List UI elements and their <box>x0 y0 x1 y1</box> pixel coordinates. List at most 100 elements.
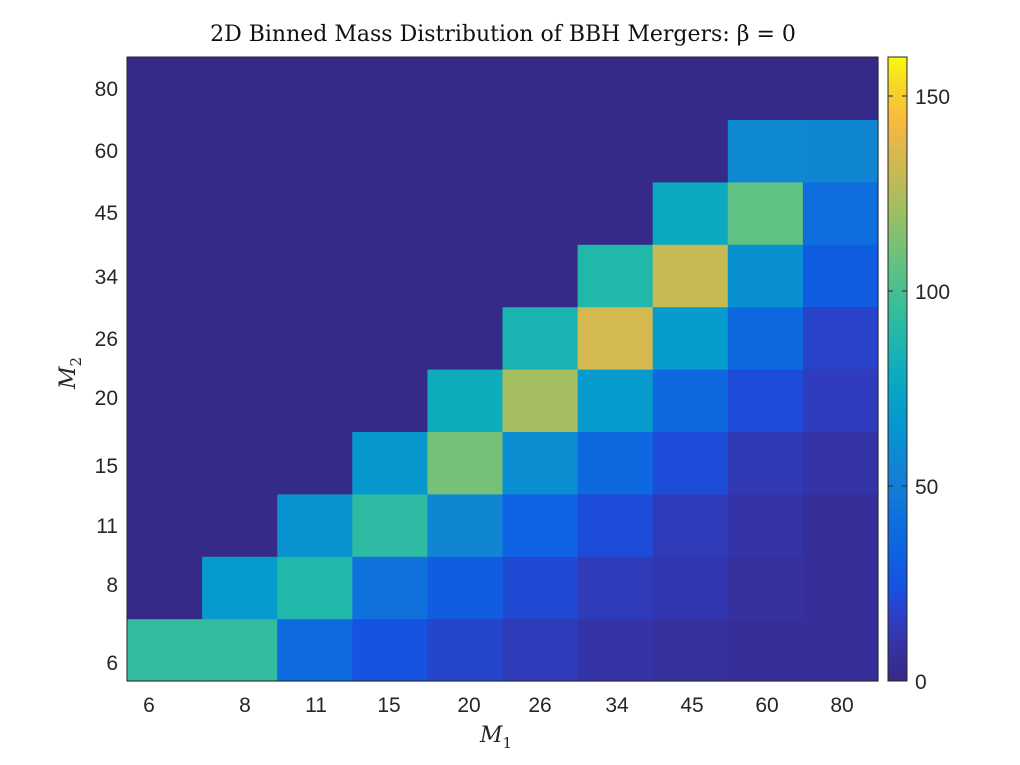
heatmap-cell <box>802 493 879 557</box>
heatmap-cell <box>802 431 879 495</box>
heatmap-cell <box>652 57 729 120</box>
heatmap-cell <box>652 431 729 495</box>
colorbar-tick-label: 50 <box>915 476 938 499</box>
chart-title: 2D Binned Mass Distribution of BBH Merge… <box>210 22 796 47</box>
heatmap-cell <box>727 369 804 432</box>
heatmap-cell <box>802 244 879 308</box>
heatmap-cell <box>502 119 579 183</box>
heatmap-cell <box>652 306 729 370</box>
heatmap-cell <box>727 306 804 370</box>
heatmap-cell <box>652 119 729 183</box>
x-tick-label: 11 <box>305 694 327 717</box>
x-tick-label: 15 <box>377 694 400 717</box>
colorbar-ticks: 0 50 100 150 <box>888 86 950 694</box>
heatmap-cell <box>202 119 278 183</box>
y-axis-label: M2 <box>56 357 85 390</box>
colorbar <box>887 56 908 682</box>
heatmap-cell <box>277 57 353 120</box>
heatmap-cell <box>277 431 353 495</box>
heatmap-cell <box>577 369 654 432</box>
heatmap-cell <box>427 369 504 432</box>
y-tick-label: 26 <box>95 328 118 351</box>
heatmap-cell <box>802 306 879 370</box>
y-axis-ticks: 6 8 11 15 20 26 34 45 60 80 <box>95 78 119 675</box>
heatmap-cell <box>277 493 353 557</box>
y-tick-label: 45 <box>95 202 118 225</box>
heatmap-cell <box>427 181 504 245</box>
heatmap-cell <box>352 493 428 557</box>
heatmap-cell <box>577 119 654 183</box>
y-tick-label: 8 <box>106 574 118 597</box>
heatmap-cell <box>277 119 353 183</box>
x-tick-label: 6 <box>143 694 155 717</box>
heatmap-cell <box>427 556 504 620</box>
heatmap-cell <box>352 244 428 308</box>
x-axis-label: M1 <box>479 723 512 752</box>
heatmap-cell <box>802 119 879 183</box>
x-axis-label-main: M <box>479 723 503 748</box>
heatmap-cell <box>427 119 504 183</box>
heatmap-cell <box>502 369 579 432</box>
heatmap-cell <box>352 306 428 370</box>
y-axis-label-subscript: 2 <box>67 357 85 367</box>
heatmap-cell <box>502 556 579 620</box>
x-axis-ticks: 6 8 11 15 20 26 34 45 60 80 <box>143 694 854 717</box>
x-tick-label: 80 <box>830 694 853 717</box>
x-tick-label: 26 <box>528 694 551 717</box>
heatmap-cell <box>202 556 278 620</box>
heatmap-cell <box>202 431 278 495</box>
y-tick-label: 34 <box>95 266 119 289</box>
x-tick-label: 60 <box>755 694 778 717</box>
colorbar-tick-label: 150 <box>915 86 950 109</box>
colorbar-tick-label: 100 <box>915 281 950 304</box>
heatmap-cell <box>502 431 579 495</box>
heatmap-cell <box>577 57 654 120</box>
plot-frame <box>126 56 879 682</box>
heatmap-cell <box>652 556 729 620</box>
heatmap-cell <box>352 57 428 120</box>
y-tick-label: 60 <box>95 140 118 163</box>
y-tick-label: 6 <box>106 652 118 675</box>
x-tick-label: 45 <box>680 694 703 717</box>
heatmap-cell <box>577 306 654 370</box>
heatmap-cell <box>427 431 504 495</box>
heatmap-cell <box>352 556 428 620</box>
heatmap-cell <box>727 244 804 308</box>
y-tick-label: 11 <box>96 515 118 538</box>
heatmap-cell <box>277 618 353 682</box>
heatmap-cell <box>802 369 879 432</box>
heatmap-cells <box>127 57 879 682</box>
heatmap-cell <box>502 306 579 370</box>
heatmap-cell <box>727 556 804 620</box>
heatmap-cell <box>427 306 504 370</box>
heatmap-cell <box>652 369 729 432</box>
heatmap-cell <box>577 556 654 620</box>
heatmap-cell <box>727 431 804 495</box>
heatmap-cell <box>652 244 729 308</box>
heatmap-cell <box>652 181 729 245</box>
colorbar-tick-label: 0 <box>915 671 927 694</box>
y-axis-label-main: M <box>56 366 81 390</box>
heatmap-cell <box>577 618 654 682</box>
heatmap-cell <box>577 181 654 245</box>
heatmap-cell <box>202 57 278 120</box>
heatmap-cell <box>352 369 428 432</box>
heatmap-cell <box>127 306 203 370</box>
heatmap-cell <box>127 369 203 432</box>
heatmap-cell <box>802 57 879 120</box>
heatmap-cell <box>802 181 879 245</box>
heatmap-cell <box>727 493 804 557</box>
heatmap-cell <box>127 181 203 245</box>
x-tick-label: 20 <box>457 694 480 717</box>
heatmap-cell <box>502 57 579 120</box>
heatmap-cell <box>277 556 353 620</box>
x-axis-label-subscript: 1 <box>502 734 512 752</box>
heatmap-cell <box>502 618 579 682</box>
heatmap-cell <box>577 244 654 308</box>
heatmap-cell <box>502 244 579 308</box>
heatmap-cell <box>127 618 203 682</box>
heatmap-cell <box>202 244 278 308</box>
heatmap-cell <box>352 431 428 495</box>
heatmap-cell <box>727 119 804 183</box>
